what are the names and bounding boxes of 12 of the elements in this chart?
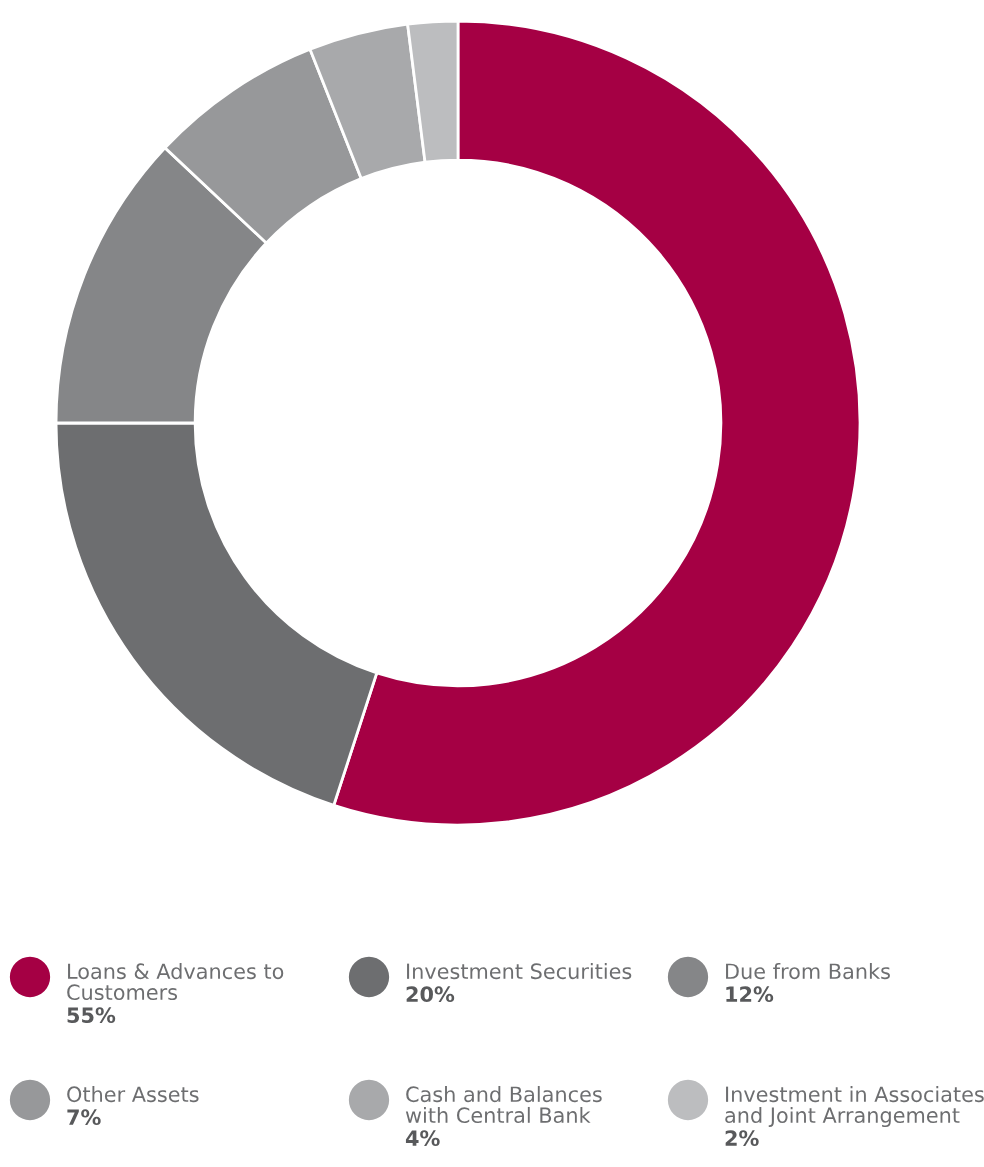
data-label: 12% (726, 986, 774, 1003)
data-label: 55% (67, 1007, 116, 1024)
legend-label: Cash and Balances with Central Bank (405, 1086, 602, 1124)
data-label: 20% (406, 986, 455, 1003)
data-label: 4% (405, 1130, 440, 1147)
legend-label: Loans & Advances to Customers (67, 963, 284, 1001)
legend-label: Investment Securities (407, 963, 632, 980)
legend-label: Investment in Associates and Joint Arrangement (725, 1086, 984, 1128)
legend-label: Other Assets (67, 1086, 199, 1103)
data-label: 2% (725, 1130, 759, 1147)
legend-label: Due from Banks (726, 963, 890, 980)
data-label: 7% (67, 1109, 101, 1126)
